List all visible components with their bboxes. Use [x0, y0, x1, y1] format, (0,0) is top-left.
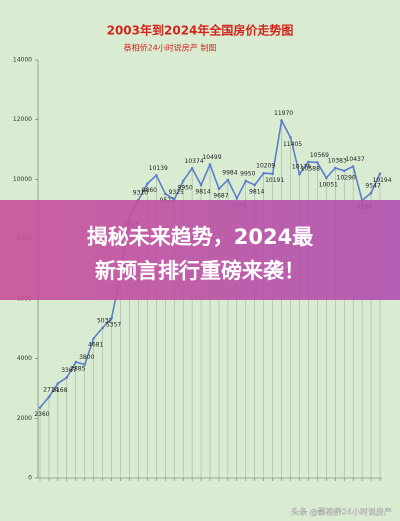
data-label: 3367	[61, 367, 76, 374]
data-label: 2714	[43, 386, 58, 393]
y-tick-label: 0	[28, 475, 32, 482]
point	[208, 163, 212, 166]
data-label: 5357	[106, 322, 121, 329]
data-label: 9984	[222, 169, 237, 176]
banner	[0, 200, 400, 300]
point	[92, 336, 95, 340]
point	[74, 360, 78, 364]
y-tick-label: 2000	[17, 415, 32, 422]
banner-line: 揭秘未来趋势，2024最	[87, 225, 314, 249]
data-label: 9860	[142, 187, 157, 194]
point	[369, 191, 373, 195]
data-label: 11405	[283, 141, 302, 148]
data-label: 3168	[52, 387, 67, 394]
y-tick-label: 4000	[17, 355, 32, 362]
data-label: 10383	[328, 157, 347, 164]
point	[378, 172, 382, 175]
point	[333, 166, 337, 170]
point	[226, 178, 230, 182]
y-tick-label: 12000	[13, 116, 32, 123]
point	[181, 179, 185, 183]
data-label: 4681	[88, 342, 103, 349]
data-label: 9547	[365, 182, 380, 189]
point	[262, 171, 265, 175]
point	[289, 136, 292, 139]
data-label: 10139	[149, 165, 168, 172]
data-label: 10290	[337, 174, 356, 181]
data-label: 2360	[34, 411, 49, 418]
point	[342, 169, 346, 173]
point	[83, 363, 87, 366]
data-label: 3800	[79, 354, 94, 361]
point	[163, 192, 167, 196]
point	[199, 183, 203, 187]
chart-subtitle: 蔡相侨24小时说房产 制图	[124, 43, 217, 53]
point	[110, 316, 113, 320]
data-label: 9814	[249, 188, 264, 195]
data-label: 10051	[319, 181, 338, 188]
point	[155, 173, 158, 177]
data-label: 10499	[202, 154, 221, 161]
data-label: 9310	[133, 190, 148, 197]
point	[190, 166, 194, 170]
point	[316, 161, 319, 164]
point	[253, 183, 257, 187]
point	[56, 382, 60, 385]
point	[38, 406, 42, 409]
data-label: 9325	[169, 189, 184, 196]
data-label: 3885	[70, 366, 85, 373]
banner-line: 新预言排行重磅来袭！	[95, 259, 305, 283]
data-label: 9950	[240, 170, 255, 177]
point	[325, 176, 328, 180]
point	[65, 376, 69, 379]
data-label: 9814	[195, 188, 210, 195]
point	[101, 326, 104, 330]
data-label: 10588	[301, 165, 320, 172]
point	[217, 187, 221, 191]
y-tick-label: 10000	[13, 176, 32, 183]
data-label: 5032	[97, 317, 112, 324]
data-label: 10194	[372, 177, 391, 184]
point	[298, 172, 301, 176]
point	[307, 160, 310, 164]
data-label: 11970	[274, 110, 293, 117]
point	[146, 182, 149, 185]
point	[271, 172, 274, 176]
watermark: 头条 @蔡相侨24小时说房产	[291, 507, 392, 517]
data-label: 9687	[213, 192, 228, 199]
data-label: 10176	[292, 164, 311, 171]
data-label: 10191	[265, 177, 284, 184]
chart-title: 2003年到2024年全国房价走势图	[107, 23, 294, 38]
point	[235, 197, 239, 200]
data-label: 10374	[185, 158, 204, 165]
data-label: 9950	[178, 184, 193, 191]
data-label: 10569	[310, 152, 329, 159]
point	[351, 165, 355, 168]
y-tick-label: 14000	[13, 57, 32, 64]
point	[47, 395, 51, 399]
point	[280, 119, 283, 122]
point	[244, 179, 248, 183]
data-label: 10437	[346, 156, 365, 163]
data-label: 10209	[256, 163, 275, 170]
